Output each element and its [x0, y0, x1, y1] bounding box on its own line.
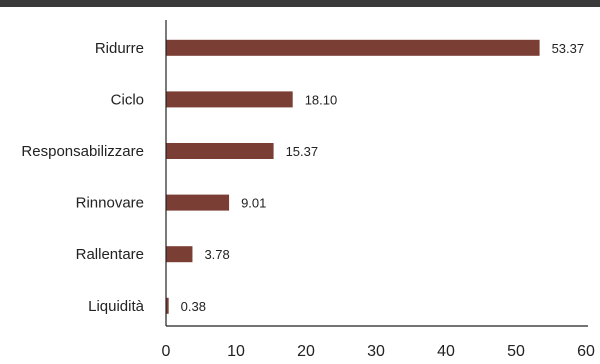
- category-label: Rallentare: [76, 246, 144, 263]
- category-label: Rinnovare: [76, 195, 144, 212]
- value-label: 18.10: [305, 92, 338, 107]
- value-label: 9.01: [241, 196, 266, 211]
- category-label: Liquidità: [88, 298, 145, 315]
- category-label: Ridurre: [95, 40, 144, 57]
- bars-group: [166, 39, 540, 314]
- bar-responsabilizzare: [166, 143, 274, 159]
- x-tick-label: 10: [227, 343, 245, 360]
- category-label: Ciclo: [111, 91, 144, 108]
- x-tick-label: 60: [577, 343, 595, 360]
- axes-group: [165, 20, 588, 327]
- x-tick-label: 50: [507, 343, 525, 360]
- category-labels-group: Ridurre Ciclo Responsabilizzare Rinnovare Ra…: [21, 40, 144, 315]
- bar-ciclo: [166, 91, 293, 108]
- x-tick-label: 20: [297, 343, 315, 360]
- tick-labels-group: 0 10 20 30 40 50 60: [162, 343, 595, 360]
- value-label: 15.37: [286, 144, 319, 159]
- x-tick-label: 40: [437, 343, 455, 360]
- bar-liquidit-: [166, 297, 169, 314]
- x-tick-label: 0: [162, 343, 171, 360]
- value-label: 3.78: [204, 247, 229, 262]
- bar-rinnovare: [166, 194, 230, 211]
- x-tick-label: 30: [367, 343, 385, 360]
- bar-ridurre: [166, 39, 540, 56]
- value-labels-group: 53.37 18.10 15.37 9.01 3.78 0.38: [181, 41, 584, 314]
- category-label: Responsabilizzare: [21, 143, 144, 160]
- value-label: 53.37: [552, 41, 585, 56]
- top-rule: [0, 0, 600, 7]
- bar-rallentare: [166, 246, 193, 263]
- value-label: 0.38: [181, 299, 206, 314]
